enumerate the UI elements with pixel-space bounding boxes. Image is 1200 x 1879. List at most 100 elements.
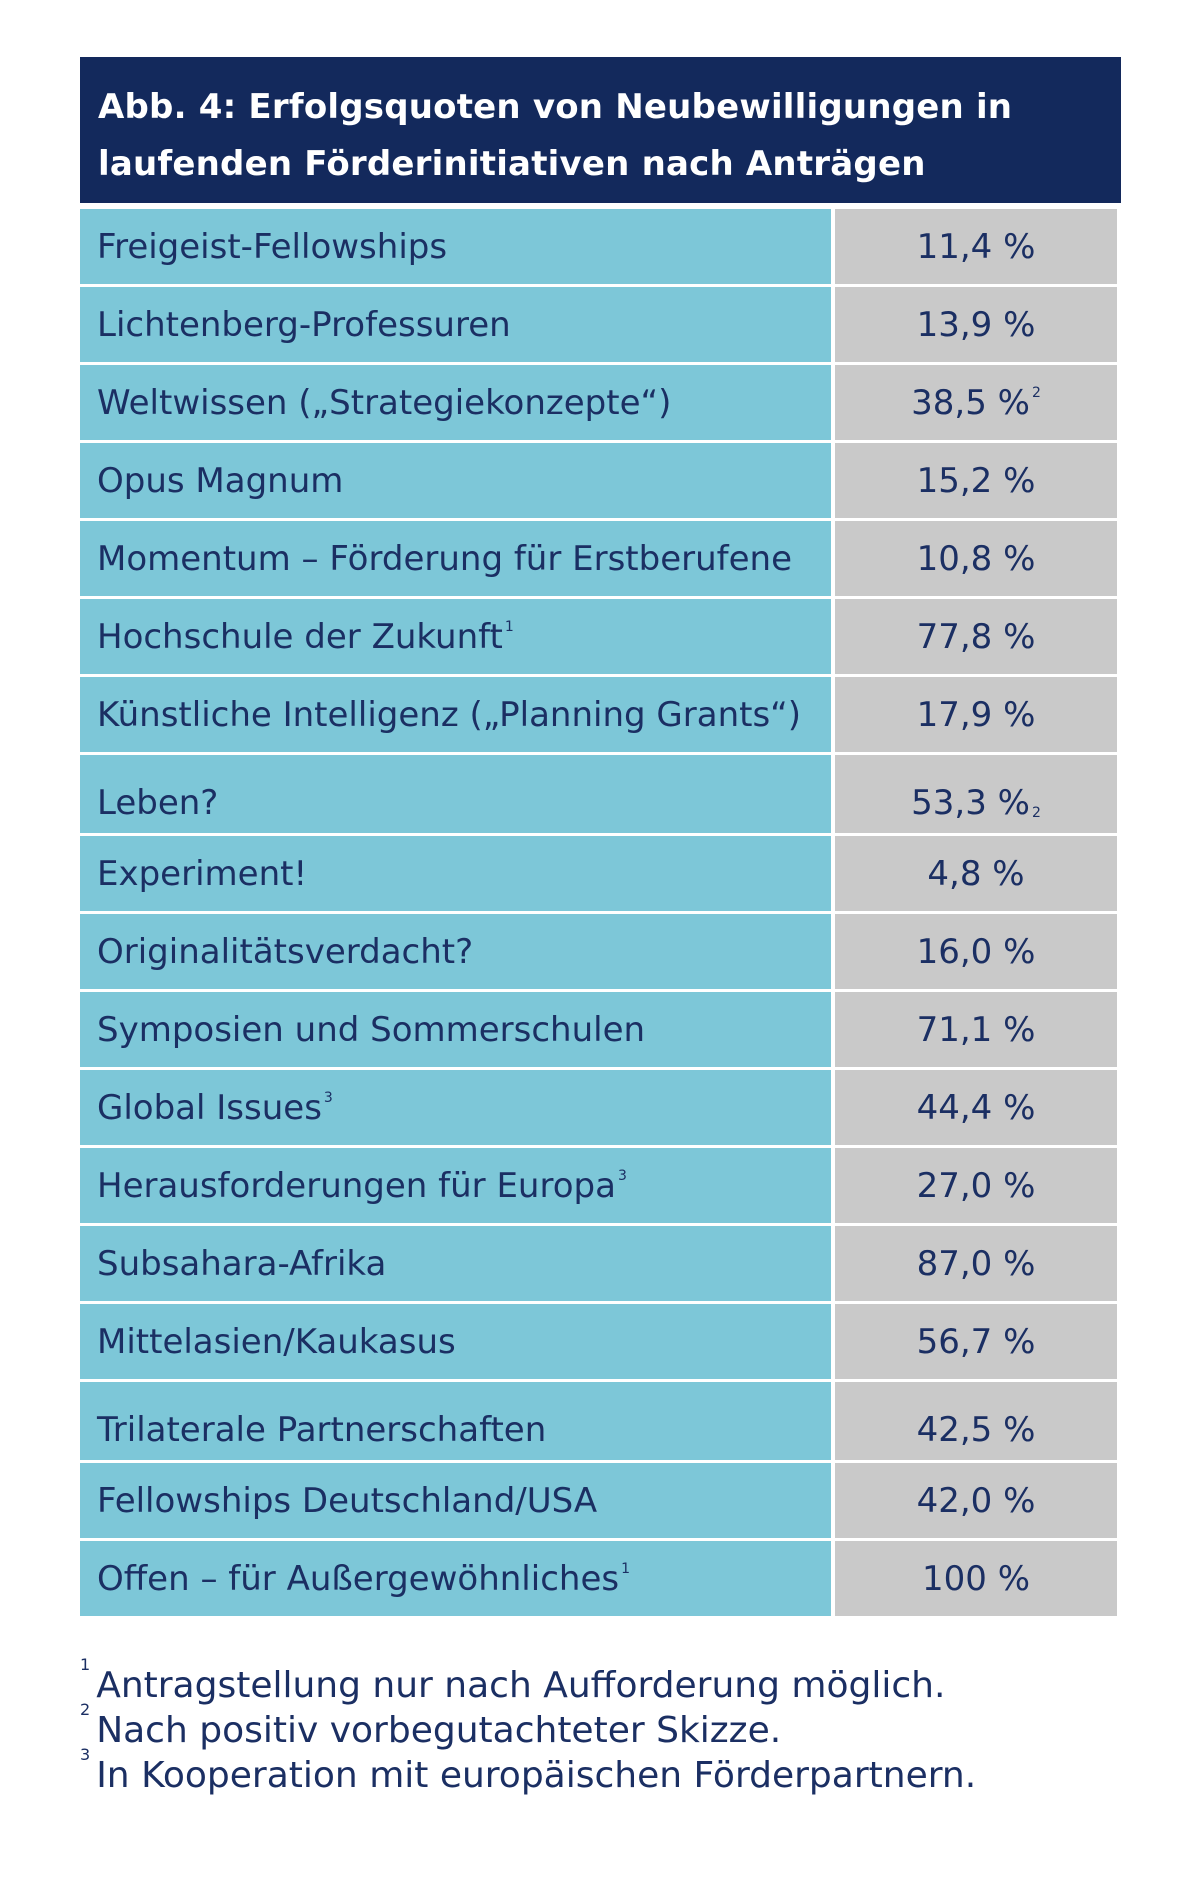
table-row: Freigeist-Fellowships 11,4 % <box>80 209 1121 284</box>
initiative-name-cell: Mittelasien/Kaukasus <box>80 1304 831 1379</box>
initiative-name-cell: Freigeist-Fellowships <box>80 209 831 284</box>
table-row: Leben? 53,3 % 2 <box>80 755 1121 833</box>
initiative-name: Hochschule der Zukunft <box>97 616 503 657</box>
initiative-name: Leben? <box>97 783 219 823</box>
success-rate-cell: 42,0 % <box>835 1463 1117 1538</box>
initiative-name: Subsahara-Afrika <box>97 1243 387 1284</box>
initiative-name: Global Issues <box>97 1087 322 1128</box>
initiative-name-cell: Opus Magnum <box>80 443 831 518</box>
initiative-name-cell: Experiment! <box>80 836 831 911</box>
footnote: 3 In Kooperation mit europäischen Förderp… <box>80 1747 1120 1798</box>
success-rate-cell: 42,5 % <box>835 1382 1117 1460</box>
initiative-name-cell: Weltwissen („Strategiekonzepte“) <box>80 365 831 440</box>
initiative-name-cell: Subsahara-Afrika <box>80 1226 831 1301</box>
success-rate-cell: 56,7 % <box>835 1304 1117 1379</box>
footnote-text: Antragstellung nur nach Aufforderung mög… <box>96 1665 946 1706</box>
success-rate-table: Abb. 4: Erfolgsquoten von Neubewilligung… <box>80 57 1121 1619</box>
table-row: Weltwissen („Strategiekonzepte“) 38,5 % 2 <box>80 365 1121 440</box>
table-title: Abb. 4: Erfolgsquoten von Neubewilligung… <box>80 57 1121 203</box>
initiative-name-cell: Lichtenberg-Professuren <box>80 287 831 362</box>
initiative-name: Künstliche Intelligenz („Planning Grants… <box>97 694 802 735</box>
initiative-name: Originalitätsverdacht? <box>97 931 474 972</box>
initiative-name-cell: Leben? <box>80 755 831 833</box>
success-rate-cell: 77,8 % <box>835 599 1117 674</box>
footnote-number: 3 <box>80 1745 91 1764</box>
success-rate-cell: 44,4 % <box>835 1070 1117 1145</box>
success-rate-cell: 87,0 % <box>835 1226 1117 1301</box>
initiative-name: Herausforderungen für Europa <box>97 1165 616 1206</box>
footnote: 1 Antragstellung nur nach Aufforderung mö… <box>80 1657 1120 1708</box>
footnote-text: Nach positiv vorbegutachteter Skizze. <box>96 1710 782 1751</box>
success-rate-value: 42,5 % <box>916 1410 1036 1450</box>
initiative-name: Freigeist-Fellowships <box>97 226 448 267</box>
table-row: Symposien und Sommerschulen 71,1 % <box>80 992 1121 1067</box>
success-rate-value: 100 % <box>921 1558 1030 1599</box>
table-row: Offen – für Außergewöhnliches 1 100 % <box>80 1541 1121 1616</box>
table-body: Freigeist-Fellowships 11,4 % Lichtenberg-P… <box>80 209 1121 1616</box>
initiative-name: Experiment! <box>97 853 308 894</box>
table-row: Hochschule der Zukunft 1 77,8 % <box>80 599 1121 674</box>
success-rate-value: 13,9 % <box>916 304 1036 345</box>
success-rate-cell: 11,4 % <box>835 209 1117 284</box>
success-rate-value: 53,3 % <box>911 783 1030 823</box>
success-rate-value: 4,8 % <box>927 853 1025 894</box>
success-rate-value: 87,0 % <box>916 1243 1036 1284</box>
table-row: Experiment! 4,8 % <box>80 836 1121 911</box>
success-rate-cell: 27,0 % <box>835 1148 1117 1223</box>
table-row: Künstliche Intelligenz („Planning Grants… <box>80 677 1121 752</box>
success-rate-cell: 71,1 % <box>835 992 1117 1067</box>
initiative-name: Symposien und Sommerschulen <box>97 1009 646 1050</box>
success-rate-value: 38,5 % <box>911 382 1030 423</box>
table-row: Subsahara-Afrika 87,0 % <box>80 1226 1121 1301</box>
success-rate-value: 44,4 % <box>916 1087 1036 1128</box>
initiative-name: Fellowships Deutschland/USA <box>97 1480 598 1521</box>
success-rate-value: 56,7 % <box>916 1321 1036 1362</box>
success-rate-value: 15,2 % <box>916 460 1036 501</box>
footnote: 2 Nach positiv vorbegutachteter Skizze. <box>80 1702 1120 1753</box>
table-row: Lichtenberg-Professuren 13,9 % <box>80 287 1121 362</box>
initiative-name-cell: Fellowships Deutschland/USA <box>80 1463 831 1538</box>
initiative-name: Mittelasien/Kaukasus <box>97 1321 456 1362</box>
initiative-name-cell: Trilaterale Partnerschaften <box>80 1382 831 1460</box>
initiative-name: Momentum – Förderung für Erstberufene <box>97 538 793 579</box>
initiative-name-cell: Offen – für Außergewöhnliches 1 <box>80 1541 831 1616</box>
success-rate-value: 77,8 % <box>916 616 1036 657</box>
table-row: Herausforderungen für Europa 3 27,0 % <box>80 1148 1121 1223</box>
success-rate-value: 42,0 % <box>916 1480 1036 1521</box>
initiative-name-cell: Symposien und Sommerschulen <box>80 992 831 1067</box>
footnotes: 1 Antragstellung nur nach Aufforderung mö… <box>80 1657 1120 1798</box>
footnote-number: 1 <box>80 1655 91 1674</box>
table-row: Trilaterale Partnerschaften 42,5 % <box>80 1382 1121 1460</box>
initiative-name-cell: Herausforderungen für Europa 3 <box>80 1148 831 1223</box>
success-rate-cell: 17,9 % <box>835 677 1117 752</box>
footnote-number: 2 <box>80 1700 91 1719</box>
table-row: Originalitätsverdacht? 16,0 % <box>80 914 1121 989</box>
success-rate-value: 17,9 % <box>916 694 1036 735</box>
success-rate-cell: 16,0 % <box>835 914 1117 989</box>
success-rate-cell: 38,5 % 2 <box>835 365 1117 440</box>
success-rate-cell: 53,3 % 2 <box>835 755 1117 833</box>
initiative-name: Offen – für Außergewöhnliches <box>97 1558 620 1599</box>
footnote-text: In Kooperation mit europäischen Förderpa… <box>96 1755 977 1796</box>
initiative-name: Trilaterale Partnerschaften <box>97 1410 547 1450</box>
initiative-name-cell: Momentum – Förderung für Erstberufene <box>80 521 831 596</box>
success-rate-cell: 4,8 % <box>835 836 1117 911</box>
table-row: Opus Magnum 15,2 % <box>80 443 1121 518</box>
initiative-name-cell: Originalitätsverdacht? <box>80 914 831 989</box>
initiative-name-cell: Global Issues 3 <box>80 1070 831 1145</box>
success-rate-value: 16,0 % <box>916 931 1036 972</box>
success-rate-cell: 13,9 % <box>835 287 1117 362</box>
initiative-name: Weltwissen („Strategiekonzepte“) <box>97 382 672 423</box>
success-rate-value: 11,4 % <box>916 226 1036 267</box>
initiative-name-cell: Künstliche Intelligenz („Planning Grants… <box>80 677 831 752</box>
table-row: Fellowships Deutschland/USA 42,0 % <box>80 1463 1121 1538</box>
success-rate-cell: 100 % <box>835 1541 1117 1616</box>
success-rate-value: 71,1 % <box>916 1009 1036 1050</box>
initiative-name-cell: Hochschule der Zukunft 1 <box>80 599 831 674</box>
initiative-name: Lichtenberg-Professuren <box>97 304 511 345</box>
success-rate-cell: 10,8 % <box>835 521 1117 596</box>
success-rate-value: 10,8 % <box>916 538 1036 579</box>
success-rate-cell: 15,2 % <box>835 443 1117 518</box>
success-rate-value: 27,0 % <box>916 1165 1036 1206</box>
table-row: Mittelasien/Kaukasus 56,7 % <box>80 1304 1121 1379</box>
